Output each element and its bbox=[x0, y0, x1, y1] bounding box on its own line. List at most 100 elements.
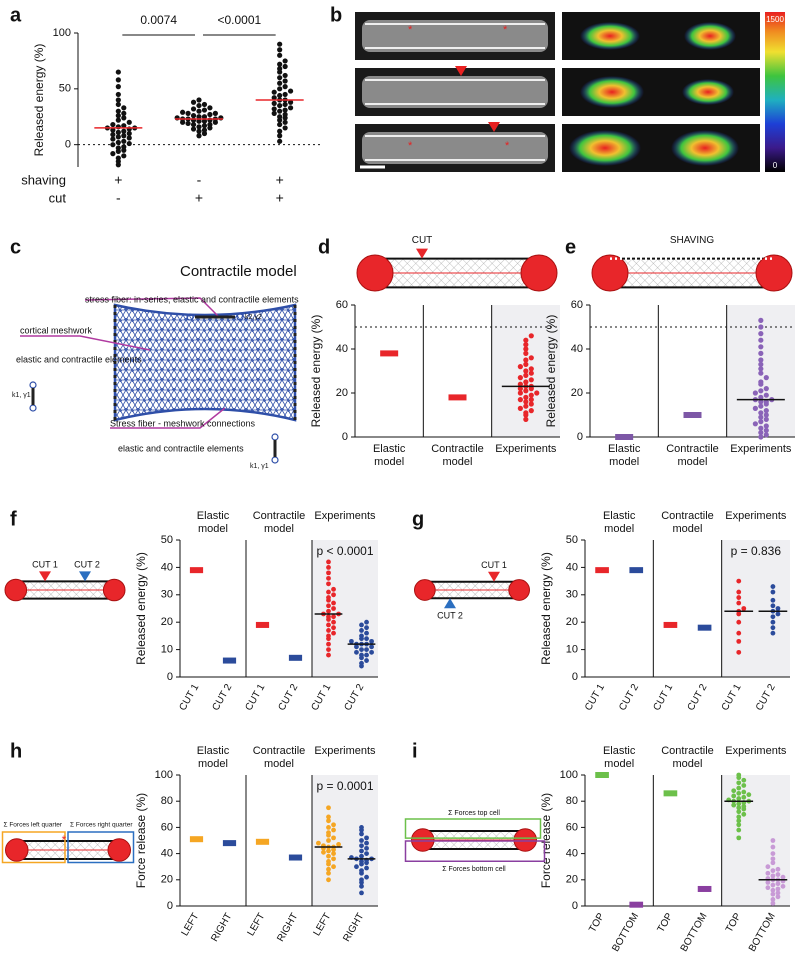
group-label: Elastic model bbox=[607, 443, 641, 468]
cartoon-label: Σ Forces bottom cell bbox=[442, 866, 506, 873]
data-point bbox=[331, 619, 336, 625]
data-point bbox=[121, 144, 127, 150]
data-point bbox=[770, 900, 776, 906]
data-point bbox=[277, 66, 283, 72]
data-point bbox=[359, 853, 364, 859]
data-point bbox=[326, 825, 331, 830]
group-label: Elastic model bbox=[602, 510, 636, 535]
data-point bbox=[369, 638, 374, 644]
data-point bbox=[736, 801, 742, 807]
adhesion bbox=[414, 579, 436, 601]
panel-letter: g bbox=[412, 508, 424, 530]
meshwork-diagram bbox=[20, 297, 297, 464]
data-point bbox=[121, 138, 127, 144]
y-tick-label: 60 bbox=[571, 299, 583, 311]
y-axis-label: Released energy (%) bbox=[309, 315, 323, 428]
data-point bbox=[271, 110, 277, 116]
data-point bbox=[736, 790, 742, 796]
data-point bbox=[736, 600, 742, 606]
model-bar bbox=[615, 434, 634, 440]
data-point bbox=[115, 145, 121, 151]
group-label: Contractile model bbox=[661, 745, 714, 770]
diagram-title: Contractile model bbox=[180, 263, 297, 280]
diagram-label: elastic and contractile elements bbox=[118, 443, 244, 453]
force-box bbox=[404, 818, 542, 839]
x-tick-label: LEFT bbox=[180, 911, 202, 938]
data-point bbox=[321, 849, 326, 855]
data-point bbox=[775, 611, 781, 617]
data-point bbox=[331, 625, 336, 631]
data-point bbox=[326, 614, 331, 620]
data-point bbox=[282, 78, 288, 84]
adhesion bbox=[755, 254, 793, 292]
data-point bbox=[775, 872, 781, 877]
x-tick-label: CUT 2 bbox=[210, 682, 234, 713]
data-point bbox=[282, 58, 288, 64]
data-point bbox=[115, 84, 121, 90]
data-point bbox=[331, 614, 336, 620]
group-label: Contractile model bbox=[252, 510, 306, 535]
data-point bbox=[364, 647, 369, 652]
y-tick-label: 0 bbox=[342, 431, 348, 443]
cartoon-label: SHAVING bbox=[670, 235, 714, 246]
data-point bbox=[534, 390, 540, 396]
data-point bbox=[364, 865, 369, 871]
data-point bbox=[736, 835, 742, 841]
data-point bbox=[359, 868, 364, 874]
adhesion bbox=[513, 828, 537, 852]
data-point bbox=[364, 625, 369, 631]
x-tick-label: CUT 2 bbox=[686, 682, 710, 713]
y-tick-label: 50 bbox=[161, 534, 173, 546]
data-point bbox=[523, 337, 529, 343]
y-tick-label: 100 bbox=[155, 769, 173, 781]
data-point bbox=[115, 97, 121, 103]
data-point bbox=[369, 649, 374, 655]
cartoon-label: CUT 1 bbox=[481, 560, 507, 570]
data-point bbox=[770, 860, 776, 866]
data-point bbox=[196, 118, 202, 124]
data-point bbox=[770, 891, 776, 897]
data-point bbox=[770, 873, 776, 879]
adhesion bbox=[520, 254, 558, 292]
data-point bbox=[282, 63, 288, 70]
x-tick-label: RIGHT bbox=[341, 911, 366, 943]
x-tick-label: CUT 2 bbox=[342, 682, 366, 713]
model-bar bbox=[288, 854, 303, 861]
data-point bbox=[528, 370, 534, 376]
data-point bbox=[331, 600, 336, 606]
marker: * bbox=[62, 833, 67, 847]
data-point bbox=[736, 619, 742, 625]
data-point bbox=[326, 870, 331, 876]
data-point bbox=[758, 419, 764, 425]
diagram-label: k2,γ2 bbox=[245, 314, 262, 321]
data-point bbox=[115, 108, 121, 114]
data-point bbox=[115, 69, 121, 75]
data-point bbox=[364, 658, 369, 663]
y-tick-label: 20 bbox=[571, 387, 583, 399]
data-point bbox=[770, 844, 776, 850]
data-point bbox=[126, 135, 132, 141]
data-point bbox=[770, 619, 776, 625]
data-point bbox=[201, 101, 208, 108]
y-axis-label: Released energy (%) bbox=[544, 315, 558, 428]
data-point bbox=[369, 644, 374, 650]
data-point bbox=[359, 831, 364, 837]
data-point bbox=[359, 883, 364, 889]
data-point bbox=[763, 392, 769, 398]
data-point bbox=[359, 838, 364, 843]
data-point bbox=[277, 75, 283, 81]
data-point bbox=[763, 432, 769, 438]
data-point bbox=[126, 119, 132, 125]
data-point bbox=[277, 47, 283, 53]
panel-letter: a bbox=[10, 4, 22, 26]
data-point bbox=[271, 100, 277, 106]
data-point bbox=[331, 827, 336, 833]
data-point bbox=[736, 822, 742, 828]
data-point bbox=[326, 570, 331, 576]
data-point bbox=[110, 132, 116, 138]
y-axis-label: Force release (%) bbox=[539, 793, 553, 888]
data-point bbox=[326, 818, 331, 824]
data-point bbox=[121, 105, 127, 111]
model-bar bbox=[595, 772, 609, 778]
y-tick-label: 30 bbox=[566, 589, 578, 601]
